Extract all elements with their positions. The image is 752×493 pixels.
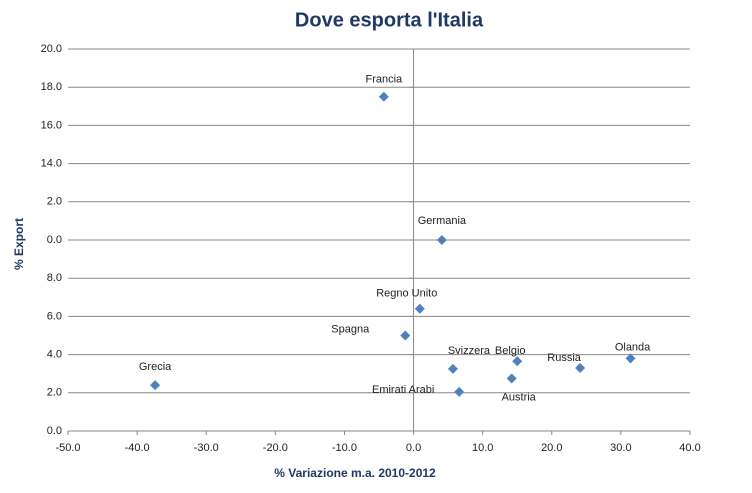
point <box>447 363 458 374</box>
point <box>436 235 447 245</box>
y-axis-label: % Export <box>12 218 26 270</box>
point <box>400 330 411 341</box>
point-label: Regno Unito <box>376 288 437 300</box>
y-tick-label: 0.0 <box>47 234 62 246</box>
y-tick-label: 18.0 <box>41 81 62 93</box>
point <box>150 380 161 391</box>
y-tick-label: 2.0 <box>47 387 62 399</box>
point-label: Emirati Arabi <box>372 384 434 396</box>
point-label: Svizzera <box>448 345 491 357</box>
point-label: Belgio <box>495 345 526 357</box>
point <box>512 356 523 367</box>
y-tick-label: 8.0 <box>47 272 62 284</box>
x-tick-label: -50.0 <box>55 442 80 454</box>
point <box>378 91 389 102</box>
point <box>454 386 465 397</box>
y-tick-label: 14.0 <box>41 158 62 170</box>
x-tick-label: -40.0 <box>125 442 150 454</box>
point-label: Olanda <box>615 341 651 353</box>
x-tick-label: 10.0 <box>472 442 493 454</box>
x-tick-label: -20.0 <box>263 442 288 454</box>
point-label: Germania <box>418 215 467 227</box>
y-tick-label: 0.0 <box>47 425 62 437</box>
y-tick-label: 16.0 <box>41 119 62 131</box>
point-label: Grecia <box>139 361 172 373</box>
point-label: Spagna <box>331 323 370 335</box>
x-tick-label: 40.0 <box>679 442 700 454</box>
y-tick-label: 20.0 <box>41 43 62 55</box>
point <box>575 362 586 373</box>
x-tick-label: 30.0 <box>610 442 631 454</box>
x-tick-label: 0.0 <box>406 442 421 454</box>
point-label: Francia <box>365 74 403 86</box>
point <box>506 373 517 384</box>
chart-title: Dove esporta l'Italia <box>295 9 484 31</box>
y-tick-label: 6.0 <box>47 310 62 322</box>
x-tick-label: -10.0 <box>332 442 357 454</box>
point <box>414 303 425 314</box>
x-tick-label: 20.0 <box>541 442 562 454</box>
x-tick-label: -30.0 <box>194 442 219 454</box>
y-tick-label: 2.0 <box>47 196 62 208</box>
point-label: Russia <box>547 352 582 364</box>
x-axis-label: % Variazione m.a. 2010-2012 <box>274 466 436 480</box>
point-label: Austria <box>502 391 537 403</box>
point <box>625 353 636 364</box>
y-tick-label: 4.0 <box>47 349 62 361</box>
